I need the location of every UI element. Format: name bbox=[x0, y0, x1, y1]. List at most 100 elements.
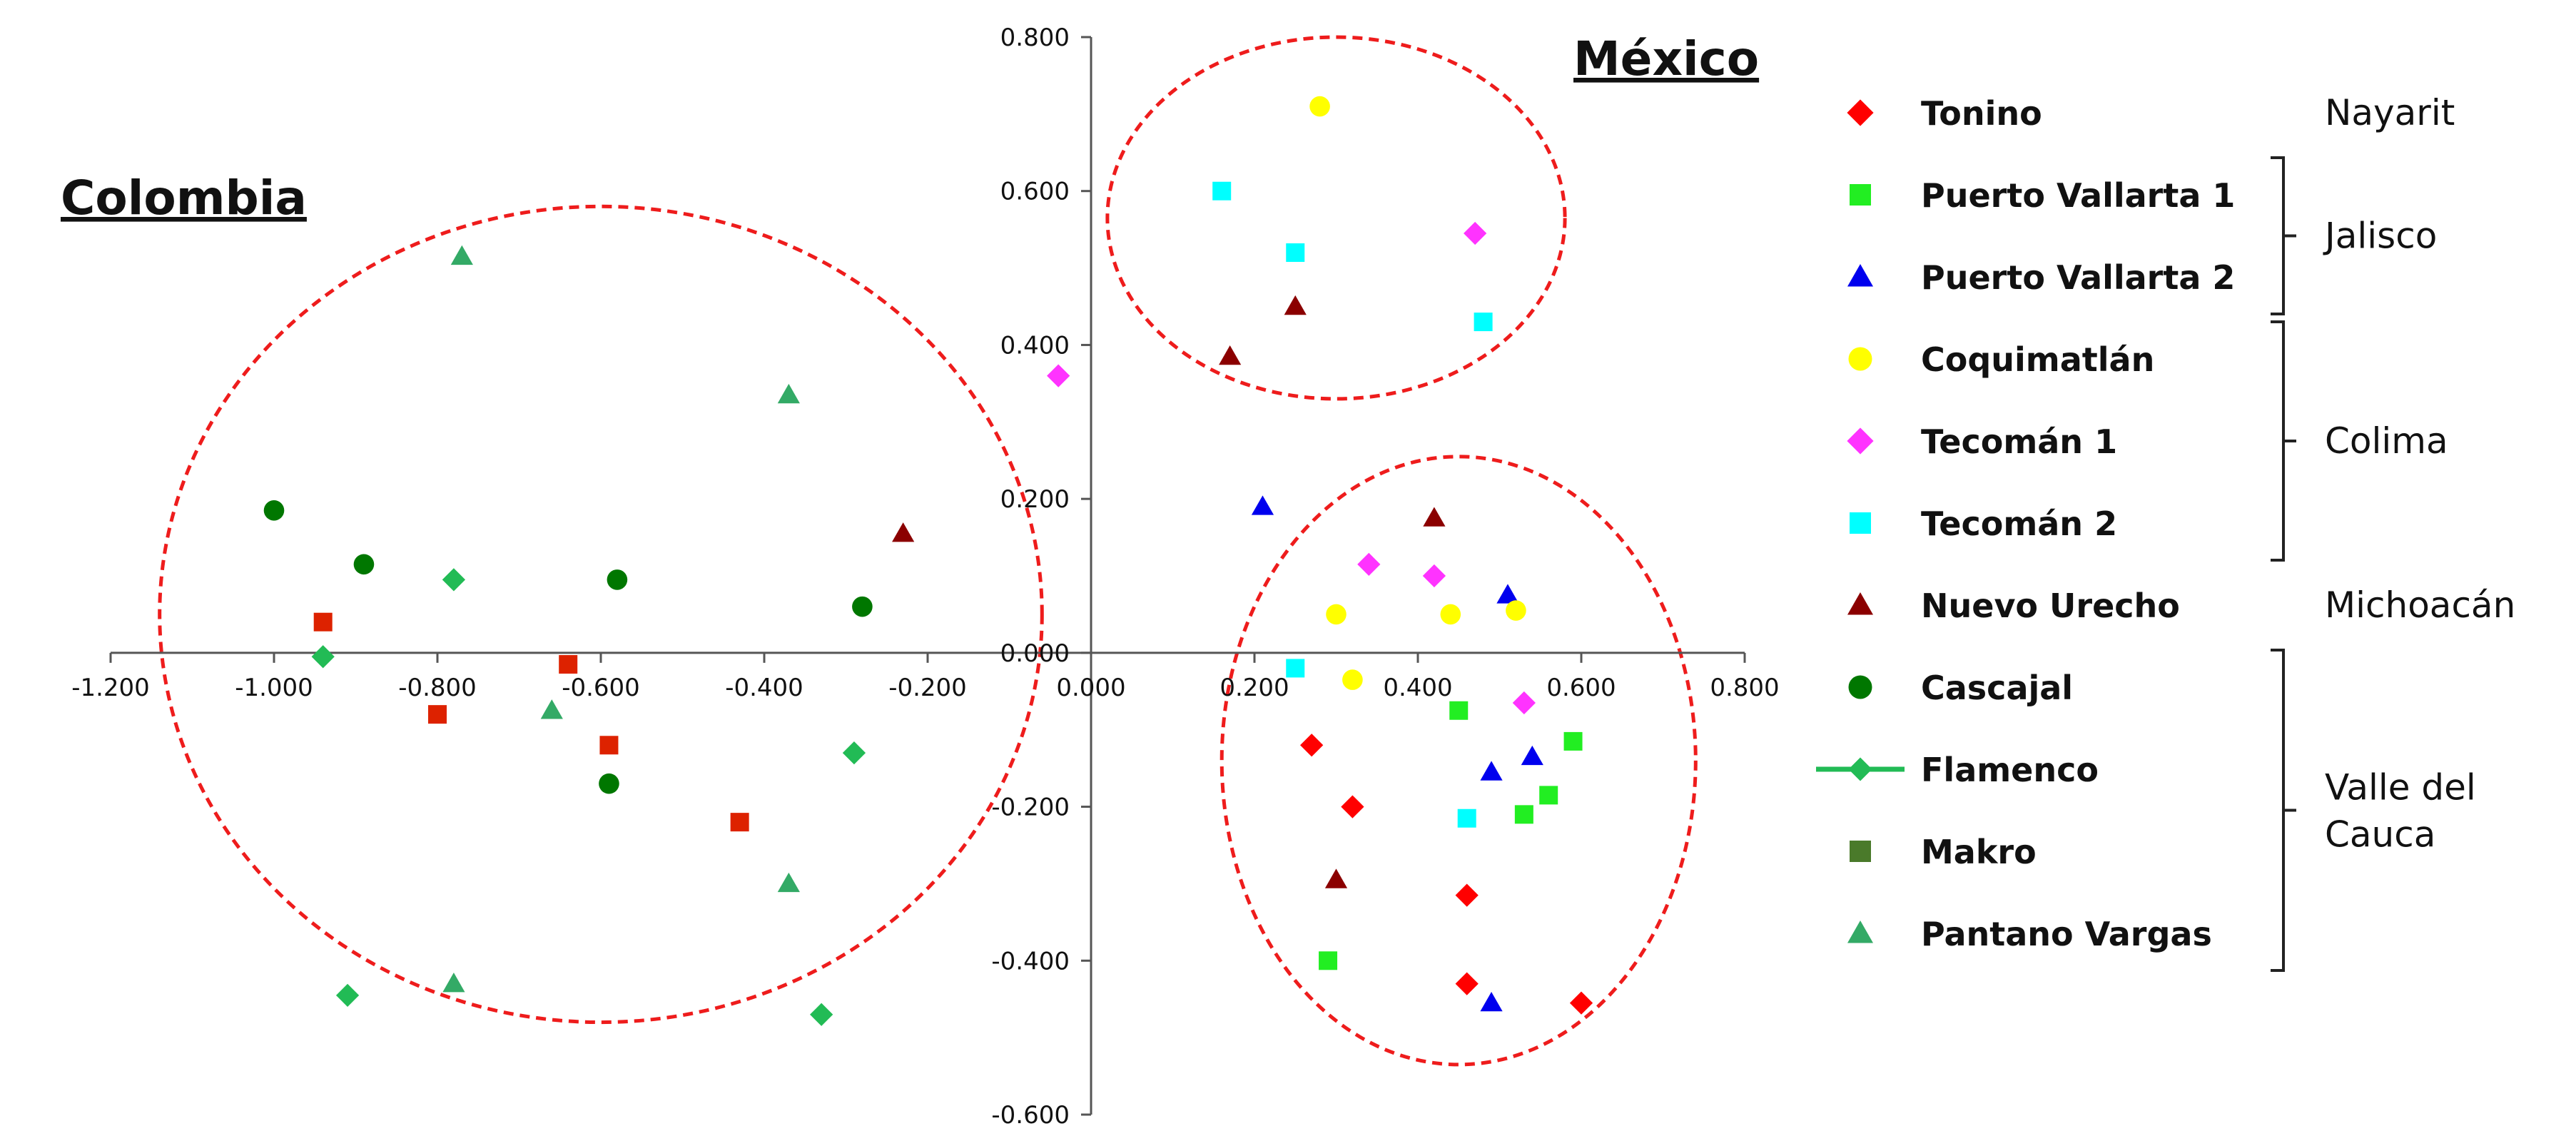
legend-label: Cascajal bbox=[1921, 669, 2073, 707]
state-label: Cauca bbox=[2325, 814, 2435, 856]
state-group: Michoacán bbox=[2325, 584, 2515, 626]
x-tick-label: 0.400 bbox=[1383, 674, 1452, 702]
data-point bbox=[540, 699, 563, 719]
data-point bbox=[1251, 495, 1274, 515]
data-point bbox=[1569, 991, 1593, 1015]
data-point bbox=[1563, 731, 1583, 751]
cluster-ellipse-1 bbox=[1105, 35, 1567, 401]
state-group: Jalisco bbox=[2271, 156, 2437, 315]
x-tick-label: -0.200 bbox=[888, 674, 967, 702]
y-tick-label: -0.200 bbox=[991, 793, 1070, 822]
data-point bbox=[1521, 745, 1543, 766]
legend-item: Makro bbox=[1850, 833, 2037, 871]
x-tick-label: -0.400 bbox=[725, 674, 803, 702]
series-tecom-n-2 bbox=[1212, 181, 1493, 828]
data-point bbox=[1449, 701, 1469, 720]
series-tonino bbox=[1300, 734, 1593, 1015]
data-point bbox=[1319, 951, 1338, 970]
axes bbox=[109, 36, 1746, 1116]
x-tick-label: -0.600 bbox=[562, 674, 640, 702]
region-titles: Colombia México bbox=[61, 31, 1759, 225]
data-point bbox=[313, 612, 333, 632]
legend-marker bbox=[1847, 99, 1874, 126]
data-point bbox=[777, 383, 800, 404]
data-point bbox=[730, 813, 749, 832]
legend-item: Pantano Vargas bbox=[1847, 915, 2212, 953]
data-point bbox=[607, 569, 628, 590]
data-point bbox=[1455, 972, 1479, 995]
data-point bbox=[599, 773, 619, 794]
data-point bbox=[1341, 795, 1364, 818]
legend-item: Flamenco bbox=[1816, 751, 2099, 789]
data-point bbox=[1324, 868, 1348, 888]
data-point bbox=[1357, 552, 1381, 576]
cluster-ellipse-0 bbox=[158, 204, 1044, 1025]
legend-marker bbox=[1847, 921, 1873, 943]
legend-item: Coquimatlán bbox=[1848, 340, 2154, 379]
data-point bbox=[1474, 313, 1493, 332]
y-tick-label: 0.000 bbox=[1000, 639, 1070, 668]
data-point bbox=[353, 554, 375, 575]
x-tick-label: -0.800 bbox=[398, 674, 477, 702]
data-point bbox=[428, 705, 447, 724]
data-point bbox=[1440, 604, 1461, 625]
state-group: Valle del Cauca bbox=[2271, 649, 2476, 972]
data-point bbox=[442, 973, 465, 993]
legend-label: Coquimatlán bbox=[1921, 340, 2154, 379]
state-label: Nayarit bbox=[2325, 92, 2455, 133]
legend-label: Pantano Vargas bbox=[1921, 915, 2212, 953]
y-tick-label: 0.200 bbox=[1000, 485, 1070, 514]
legend-label: Tecomán 2 bbox=[1921, 504, 2117, 543]
y-tick-label: 0.600 bbox=[1000, 178, 1070, 206]
data-point bbox=[1506, 600, 1526, 621]
series-coquimatl-n bbox=[1309, 96, 1526, 690]
state-label: Jalisco bbox=[2323, 215, 2437, 257]
data-point bbox=[263, 500, 285, 521]
data-point bbox=[1423, 507, 1446, 527]
y-tick-label: 0.800 bbox=[1000, 24, 1070, 52]
data-point bbox=[810, 1003, 833, 1026]
legend-label: Puerto Vallarta 1 bbox=[1921, 176, 2235, 215]
data-points bbox=[263, 96, 1593, 1026]
tick-labels: -1.200 -1.000 -0.800 -0.600 -0.400 -0.200 0.00… bbox=[71, 24, 1779, 1130]
legend-marker bbox=[1848, 675, 1872, 699]
legend-label: Makro bbox=[1921, 833, 2037, 871]
x-tick-label: 0.800 bbox=[1710, 674, 1779, 702]
legend: Tonino Puerto Vallarta 1 Puerto Vallarta 2… bbox=[1816, 94, 2235, 953]
data-point bbox=[1286, 243, 1305, 262]
legend-label: Flamenco bbox=[1921, 751, 2099, 789]
series-pantano-vargas bbox=[442, 245, 800, 993]
data-point bbox=[1284, 295, 1307, 315]
state-groups: Nayarit Jalisco Colima Michoacán Valle del Ca… bbox=[2271, 92, 2515, 972]
region-title-1: México bbox=[1573, 31, 1759, 86]
x-tick-label: 0.200 bbox=[1219, 674, 1289, 702]
data-point bbox=[1300, 734, 1324, 757]
data-point bbox=[559, 655, 578, 674]
legend-label: Tonino bbox=[1921, 94, 2042, 133]
legend-item: Cascajal bbox=[1848, 669, 2073, 707]
legend-diamond bbox=[1848, 757, 1872, 781]
data-point bbox=[1539, 786, 1558, 805]
state-group: Colima bbox=[2271, 320, 2448, 562]
data-point bbox=[1422, 564, 1446, 588]
series-nuevo-urecho bbox=[892, 295, 1446, 888]
state-bracket bbox=[2271, 649, 2296, 972]
legend-marker bbox=[1850, 512, 1871, 534]
data-point bbox=[599, 736, 619, 755]
data-point bbox=[1342, 669, 1363, 690]
legend-item: Tonino bbox=[1847, 94, 2042, 133]
series-makro bbox=[313, 612, 749, 832]
cluster-ellipses bbox=[158, 35, 1698, 1067]
data-point bbox=[1212, 181, 1232, 201]
data-point bbox=[1455, 883, 1479, 907]
data-point bbox=[1512, 691, 1536, 715]
legend-marker bbox=[1816, 757, 1905, 781]
legend-item: Puerto Vallarta 2 bbox=[1847, 258, 2235, 297]
series-puerto-vallarta-1 bbox=[1319, 701, 1583, 970]
x-tick-label: -1.000 bbox=[235, 674, 313, 702]
data-point bbox=[1286, 659, 1305, 678]
data-point bbox=[1047, 364, 1070, 387]
legend-marker bbox=[1847, 592, 1873, 615]
legend-marker bbox=[1847, 264, 1873, 287]
